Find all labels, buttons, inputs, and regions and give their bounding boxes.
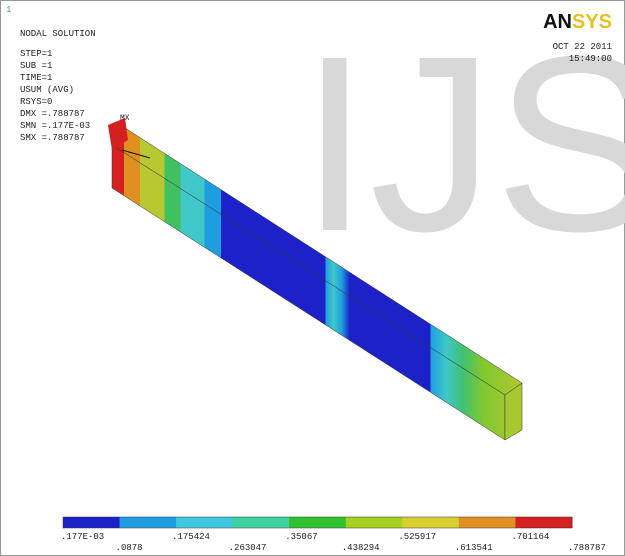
legend-swatch xyxy=(346,517,403,528)
legend-swatch xyxy=(289,517,346,528)
legend-label: .613541 xyxy=(455,543,493,553)
legend-label: .0878 xyxy=(116,543,143,553)
legend-label: .701164 xyxy=(511,532,549,542)
ansys-logo: ANSYS xyxy=(543,11,612,33)
legend-swatch xyxy=(120,517,177,528)
legend-swatch xyxy=(176,517,233,528)
info-line: SMX =.788787 xyxy=(20,133,85,143)
legend-swatch xyxy=(402,517,459,528)
ansys-window: IJS 1 NODAL SOLUTION STEP=1SUB =1TIME=1U… xyxy=(0,0,625,556)
viewport-number: 1 xyxy=(6,5,11,15)
legend-label: .525917 xyxy=(398,532,436,542)
result-title: NODAL SOLUTION xyxy=(20,29,96,39)
legend-label: .788787 xyxy=(568,543,606,553)
time: 15:49:00 xyxy=(569,54,612,64)
legend-label: .438294 xyxy=(342,543,380,553)
info-line: RSYS=0 xyxy=(20,97,52,107)
legend-swatch xyxy=(515,517,572,528)
legend-label: .175424 xyxy=(172,532,210,542)
legend-label: .263047 xyxy=(229,543,267,553)
legend-label: .35067 xyxy=(285,532,317,542)
info-line: STEP=1 xyxy=(20,49,52,59)
logo-part: AN xyxy=(543,11,572,33)
legend-swatch xyxy=(63,517,120,528)
info-line: SUB =1 xyxy=(20,61,52,71)
max-label: MX xyxy=(120,114,130,123)
info-line: TIME=1 xyxy=(20,73,52,83)
info-line: SMN =.177E-03 xyxy=(20,121,90,131)
info-line: DMX =.788787 xyxy=(20,109,85,119)
legend-swatch xyxy=(459,517,516,528)
legend-swatch xyxy=(233,517,290,528)
legend-label: .177E-03 xyxy=(61,532,104,542)
info-line: USUM (AVG) xyxy=(20,85,74,95)
logo-part: SYS xyxy=(572,11,612,33)
date: OCT 22 2011 xyxy=(553,42,612,52)
